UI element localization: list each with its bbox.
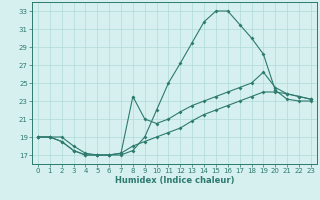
X-axis label: Humidex (Indice chaleur): Humidex (Indice chaleur): [115, 176, 234, 185]
